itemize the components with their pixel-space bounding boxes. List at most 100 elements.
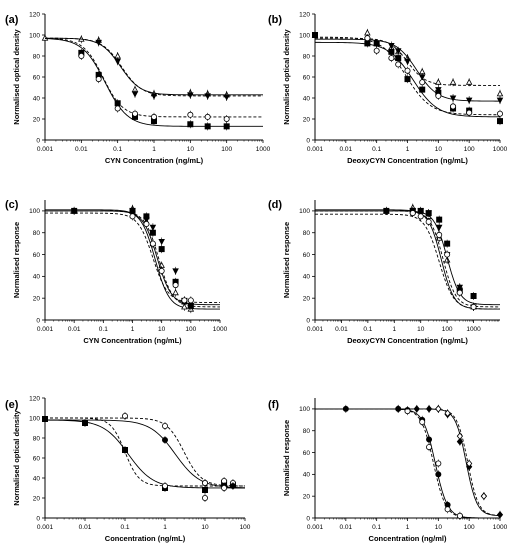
data-point [42,415,49,422]
x-tick-label: 0.01 [340,524,353,531]
data-point [419,418,426,425]
data-point [496,118,503,125]
y-tick-label: 60 [303,450,311,457]
fit-curve [45,417,245,487]
data-point [419,86,426,93]
data-point [114,105,121,112]
series [45,204,220,314]
y-tick-label: 20 [33,116,41,123]
chart-panel: (c)0.001 0.01 0.1 1 10 100 1000020406080100CYN… [5,199,228,345]
series [45,206,220,310]
data-point [466,459,473,468]
fit-curve [315,408,501,517]
x-tick-label: 10 [435,146,443,153]
data-point [444,506,451,513]
x-tick-label: 0.1 [120,524,129,531]
y-tick-label: 100 [29,208,40,215]
x-tick-label: 0.01 [68,326,81,333]
data-point [496,110,503,117]
data-point [435,92,442,99]
series [315,404,500,520]
x-tick-label: 1 [406,524,410,531]
data-point [480,492,487,500]
y-tick-label: 0 [36,317,40,324]
data-point [204,123,211,130]
y-tick-label: 100 [299,406,310,413]
data-point [158,246,165,253]
x-tick-label: 0.001 [37,524,54,531]
fit-curve [45,212,220,303]
x-tick-label: 10 [435,524,443,531]
data-point [122,412,129,419]
y-axis-title: Normalised response [12,222,21,298]
x-tick-label: 10 [158,326,166,333]
x-tick-label: 1000 [213,326,228,333]
x-tick-label: 1000 [493,146,508,153]
x-tick-label: 0.1 [363,326,372,333]
y-tick-label: 40 [33,475,41,482]
x-tick-label: 0.1 [99,326,108,333]
data-point [181,303,188,310]
x-tick-label: 1 [152,146,156,153]
x-tick-label: 1 [163,524,167,531]
data-point [143,213,150,220]
series [45,419,246,490]
data-point [449,95,457,102]
x-axis-title: CYN Concentration (ng/mL) [105,156,204,165]
x-tick-label: 0.1 [372,524,381,531]
x-tick-label: 1000 [256,146,271,153]
x-axis-title: Concentration (ng/ml) [369,534,447,543]
y-tick-label: 80 [303,428,311,435]
y-tick-label: 20 [33,495,41,502]
y-tick-label: 80 [33,53,41,60]
data-point [444,409,451,418]
data-point [435,405,442,413]
y-tick-label: 0 [36,515,40,522]
fit-curve [44,37,263,118]
x-tick-label: 0.001 [307,326,324,333]
series [45,212,220,305]
data-point [132,110,139,117]
y-tick-label: 60 [303,252,311,259]
y-tick-label: 40 [33,95,41,102]
data-point [418,74,426,81]
data-point [161,422,168,429]
x-tick-label: 0.01 [79,524,92,531]
data-point [114,58,121,65]
fit-curve [45,419,246,489]
x-tick-label: 10 [417,326,425,333]
data-point [449,78,457,85]
data-point [435,460,442,467]
x-tick-label: 1000 [493,524,508,531]
x-tick-label: 0.001 [37,326,54,333]
chart-panel: (f) 0.001 0.01 0.1 1 10 100 1000 0 20 40 60 80 100 Con… [268,398,508,543]
data-point [95,39,102,47]
data-point [204,93,211,100]
data-point [122,446,129,453]
data-point [394,48,402,55]
x-tick-label: 100 [464,524,475,531]
fit-curve [315,210,501,306]
data-point [373,47,380,54]
x-axis-title: DeoxyCYN Concentration (ng/mL) [347,336,468,345]
y-axis-title: Normalised optical density [12,409,21,505]
y-tick-label: 120 [29,395,40,402]
data-point [443,256,451,263]
x-tick-label: 10 [187,146,195,153]
y-tick-label: 60 [33,455,41,462]
y-tick-label: 80 [303,53,311,60]
data-point [181,297,188,304]
data-point [388,55,395,62]
data-point [204,113,211,120]
data-point [221,484,228,491]
data-point [456,432,464,440]
series [44,37,263,101]
data-point [201,486,208,493]
series [315,206,501,306]
fit-curve [45,210,220,308]
series [45,206,220,310]
panel-label: (c) [5,199,19,211]
data-point [187,111,194,118]
fit-curve [44,37,263,97]
data-point [172,268,179,275]
